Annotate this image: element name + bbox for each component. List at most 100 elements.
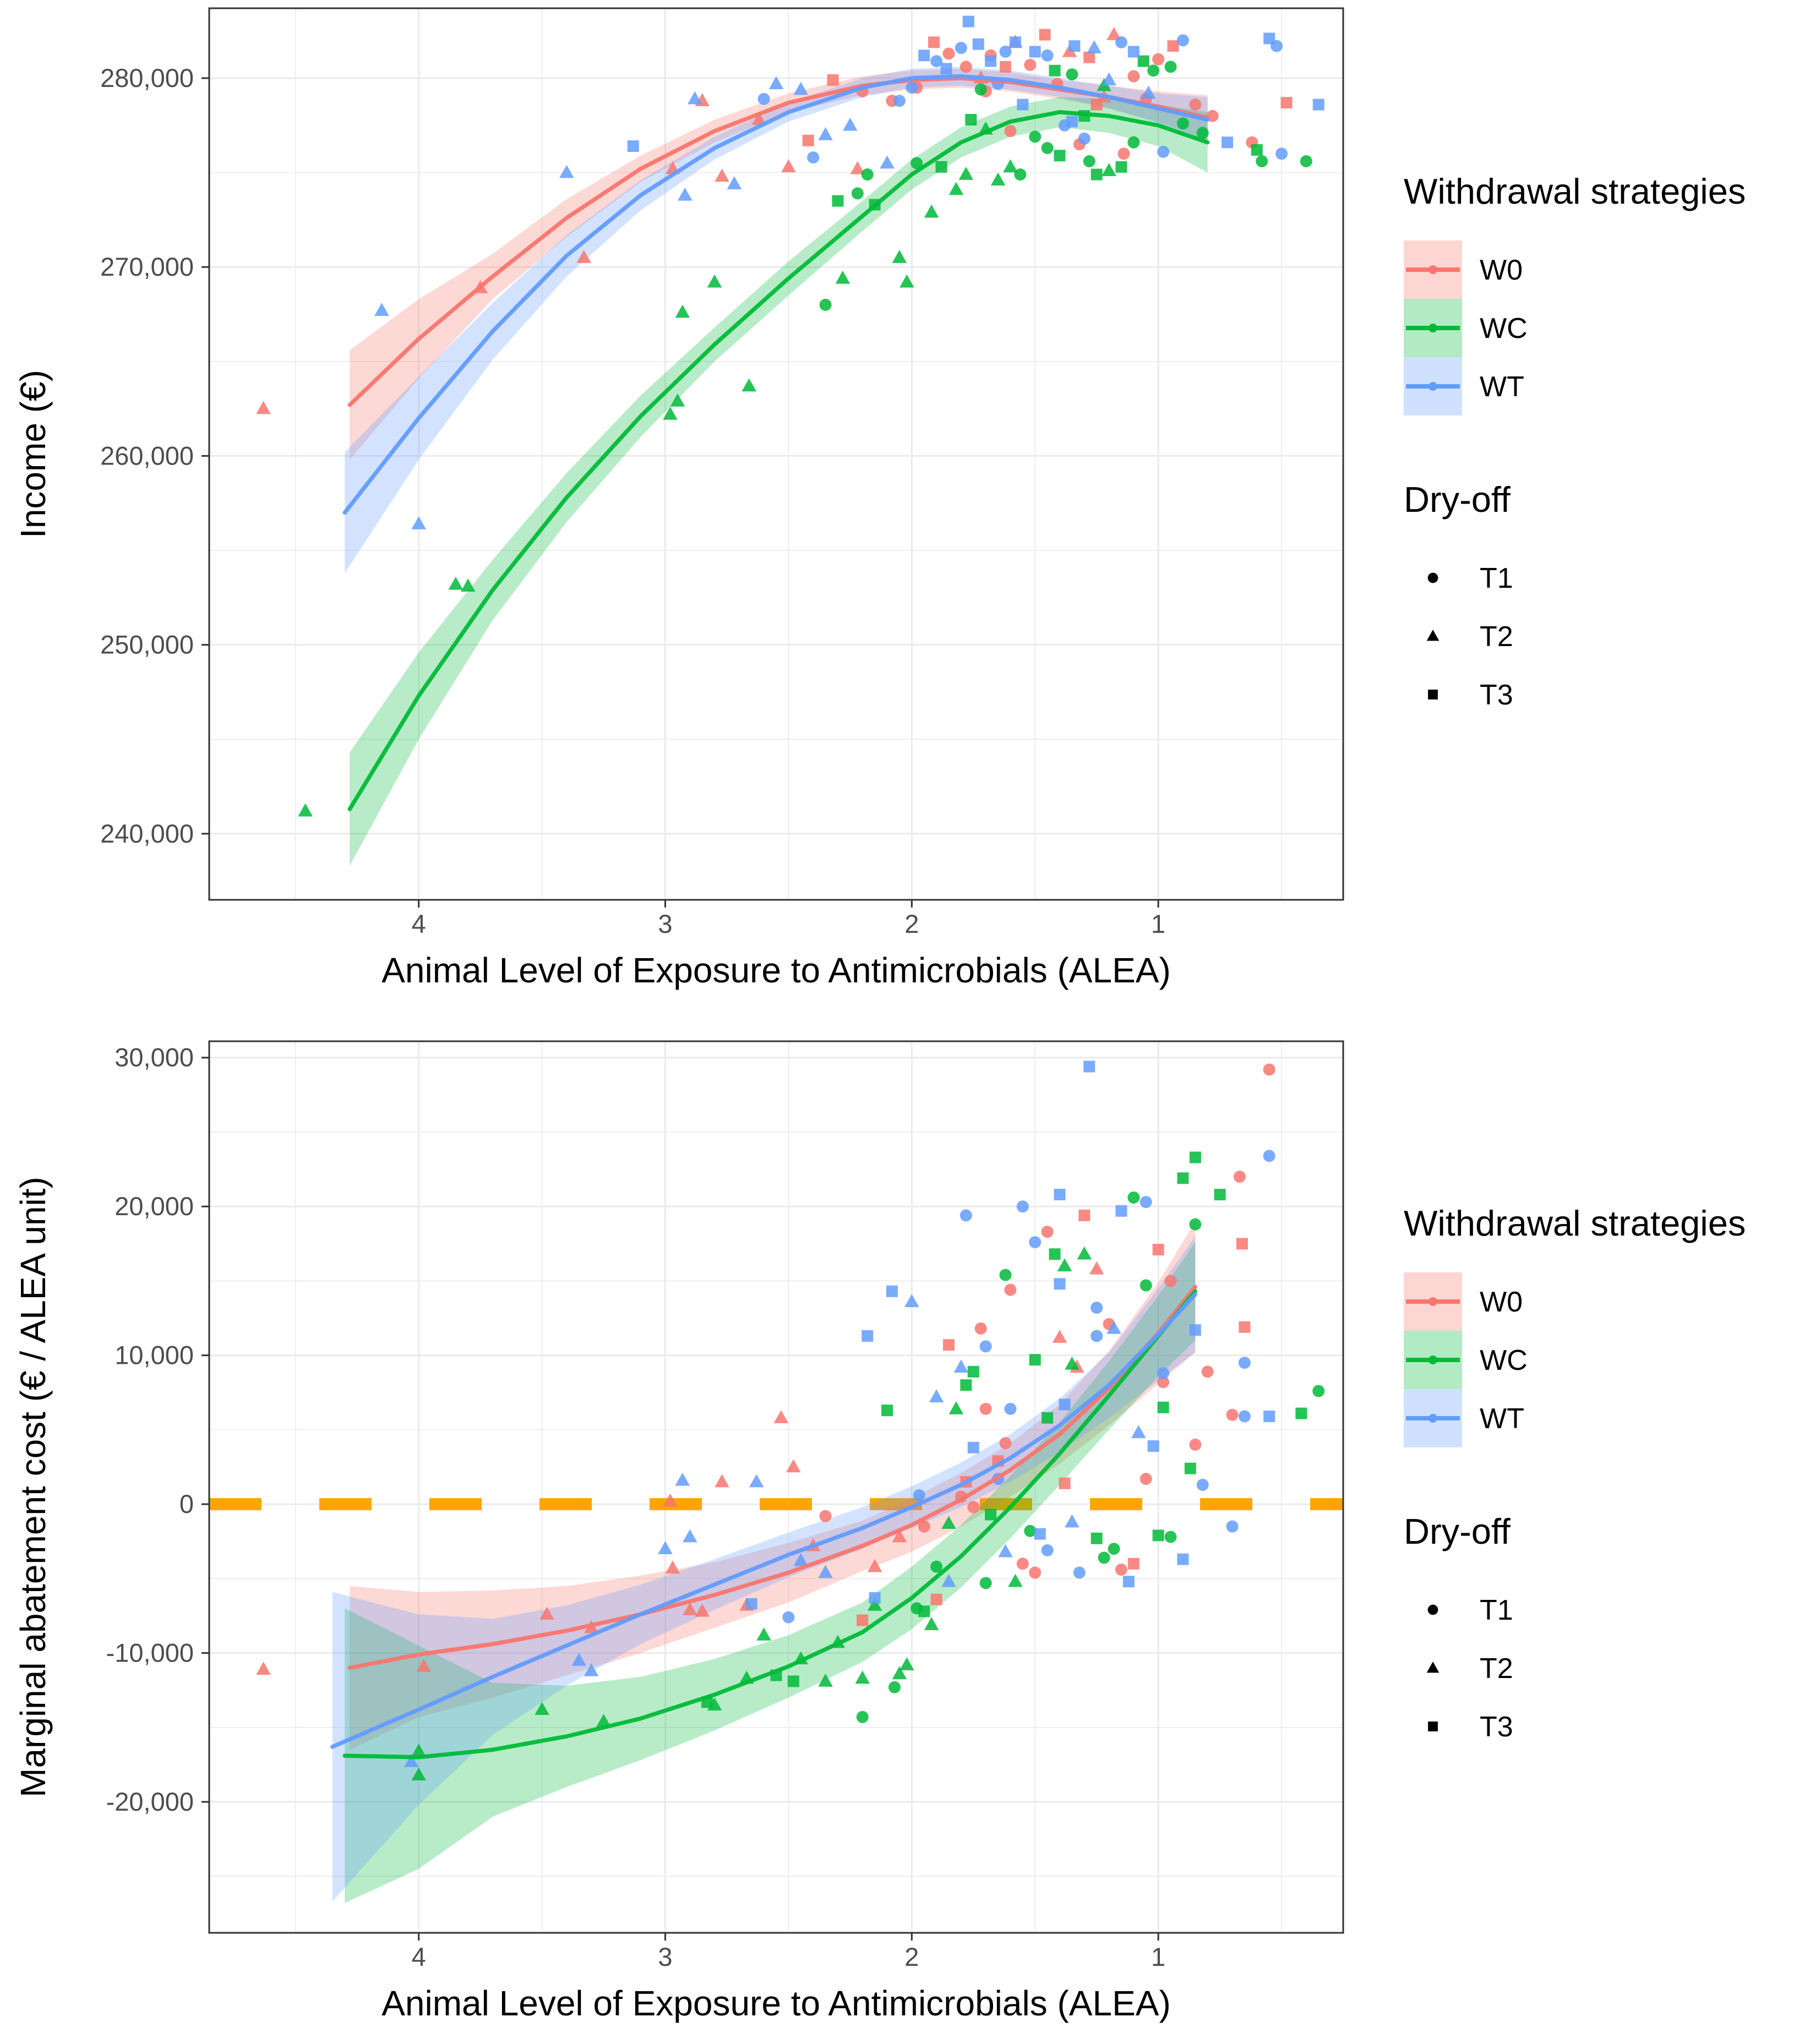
- legend-key-w0[interactable]: [1404, 241, 1462, 299]
- legend-key-t2[interactable]: [1426, 1662, 1440, 1673]
- panel-border: [208, 1040, 1344, 1934]
- point-w0-t2-triangle: [665, 1560, 680, 1574]
- legend-title-dryoff: Dry-off: [1404, 1511, 1511, 1551]
- point-wc-t1-circle: [1066, 68, 1078, 81]
- point-wc-t1-circle: [1164, 61, 1177, 73]
- panel-border: [208, 7, 1344, 901]
- point-w0-t2-triangle: [663, 1493, 678, 1507]
- point-w0-t1-circle: [1041, 1226, 1054, 1238]
- point-wt-t2-triangle: [571, 1653, 587, 1666]
- point-wt-t3-square: [1127, 46, 1140, 58]
- point-wt-t2-triangle: [411, 516, 426, 529]
- legend-label-t1: T1: [1480, 562, 1513, 594]
- point-w0-t2-triangle: [715, 168, 729, 182]
- point-wc-t1-circle: [930, 1560, 943, 1573]
- point-wc-t2-triangle: [990, 172, 1006, 186]
- legend-shape-t1-circle: [1427, 572, 1438, 583]
- legend-key-wt[interactable]: [1404, 1389, 1462, 1447]
- legend-label-wc: WC: [1480, 313, 1528, 345]
- point-wt-t3-square: [869, 1592, 881, 1604]
- legend-key-t1[interactable]: [1427, 572, 1438, 583]
- legend-shape-t1-circle: [1427, 1604, 1438, 1615]
- point-w0-t1-circle: [979, 1403, 992, 1416]
- confidence-ribbons: [345, 67, 1208, 866]
- point-wt-t3-square: [1054, 1189, 1066, 1201]
- point-w0-t3-square: [999, 61, 1011, 73]
- point-w0-t3-square: [1239, 1321, 1251, 1333]
- point-wc-t1-circle: [1140, 1279, 1152, 1292]
- y-tick-label: 280,000: [100, 63, 194, 92]
- y-axis-title: Marginal abatement cost (€ / ALEA unit): [13, 1177, 53, 1797]
- legend-label-t2: T2: [1480, 1653, 1513, 1685]
- point-wt-t3-square: [1312, 99, 1324, 111]
- point-wc-t3-square: [1042, 1412, 1054, 1424]
- point-w0-t1-circle: [1004, 125, 1017, 138]
- point-wc-t2-triangle: [924, 1617, 939, 1630]
- point-wc-t3-square: [832, 195, 844, 207]
- point-w0-t1-circle: [1024, 58, 1037, 71]
- point-wc-t2-triangle: [924, 204, 939, 218]
- point-wc-t3-square: [787, 1675, 799, 1687]
- point-w0-t1-circle: [1117, 147, 1130, 160]
- point-wt-t3-square: [1059, 1398, 1071, 1411]
- point-wt-t3-square: [1017, 99, 1029, 111]
- point-wt-t1-circle: [807, 151, 820, 164]
- y-tick-label: 0: [179, 1489, 194, 1518]
- point-wc-t2-triangle: [892, 1666, 907, 1680]
- legend-key-t3[interactable]: [1428, 1721, 1438, 1731]
- point-wc-t3-square: [1214, 1189, 1226, 1201]
- point-w0-t2-triangle: [682, 1602, 697, 1615]
- point-wc-t2-triangle: [1077, 1246, 1092, 1260]
- point-wc-t1-circle: [1176, 117, 1189, 130]
- point-w0-t1-circle: [1189, 99, 1202, 111]
- legend-label-t1: T1: [1480, 1594, 1513, 1626]
- point-wc-t1-circle: [819, 298, 832, 311]
- point-wc-t1-circle: [1256, 155, 1268, 168]
- point-wc-t3-square: [985, 1509, 997, 1521]
- point-wt-t2-triangle: [1131, 1425, 1146, 1439]
- point-wc-t1-circle: [1189, 1218, 1202, 1231]
- point-w0-t2-triangle: [256, 1662, 271, 1675]
- point-wc-t3-square: [881, 1404, 893, 1417]
- legend-key-wc[interactable]: [1404, 1331, 1462, 1389]
- point-wc-t2-triangle: [892, 250, 907, 263]
- point-wc-t2-triangle: [1102, 163, 1116, 176]
- point-wt-t2-triangle: [818, 1565, 833, 1578]
- legend-title-withdrawal: Withdrawal strategies: [1404, 1203, 1746, 1243]
- legend-key-t1[interactable]: [1427, 1604, 1438, 1615]
- point-wt-t3-square: [1115, 1205, 1127, 1217]
- point-w0-t2-triangle: [867, 1559, 882, 1572]
- point-wc-t1-circle: [1098, 1551, 1110, 1564]
- fit-lines: [342, 74, 1210, 811]
- point-w0-t3-square: [802, 134, 814, 146]
- point-wc-t2-triangle: [1008, 1573, 1023, 1587]
- point-wc-t1-circle: [1127, 136, 1140, 149]
- point-w0-t2-triangle: [1106, 27, 1121, 40]
- legend-point-swatch: [1429, 382, 1437, 391]
- point-w0-t1-circle: [1201, 1365, 1214, 1378]
- point-wc-t2-triangle: [596, 1713, 611, 1727]
- point-wc-t2-triangle: [899, 274, 914, 288]
- point-w0-t1-circle: [1164, 1275, 1177, 1287]
- x-tick-label: 4: [412, 909, 426, 938]
- ribbon-wt: [332, 1236, 1196, 1902]
- point-wt-t3-square: [985, 55, 997, 67]
- point-w0-t1-circle: [974, 1322, 987, 1335]
- point-w0-t2-triangle: [850, 161, 865, 174]
- point-wc-t2-triangle: [411, 1767, 426, 1781]
- legend-key-t3[interactable]: [1428, 690, 1438, 699]
- point-w0-t3-square: [1083, 51, 1095, 63]
- point-w0-t1-circle: [1226, 1408, 1239, 1421]
- point-wt-t1-circle: [1157, 145, 1170, 158]
- point-wc-t2-triangle: [535, 1702, 549, 1715]
- point-wc-t2-triangle: [941, 1516, 956, 1529]
- legend-key-w0[interactable]: [1404, 1272, 1462, 1331]
- point-wt-t2-triangle: [904, 1294, 919, 1308]
- point-wc-t1-circle: [974, 83, 987, 96]
- point-wc-t2-triangle: [742, 378, 757, 392]
- legend-shape-t3-square: [1428, 690, 1438, 699]
- legend-key-wc[interactable]: [1404, 299, 1462, 357]
- point-w0-t3-square: [1167, 40, 1179, 52]
- legend-key-wt[interactable]: [1404, 357, 1462, 416]
- legend-key-t2[interactable]: [1426, 630, 1440, 641]
